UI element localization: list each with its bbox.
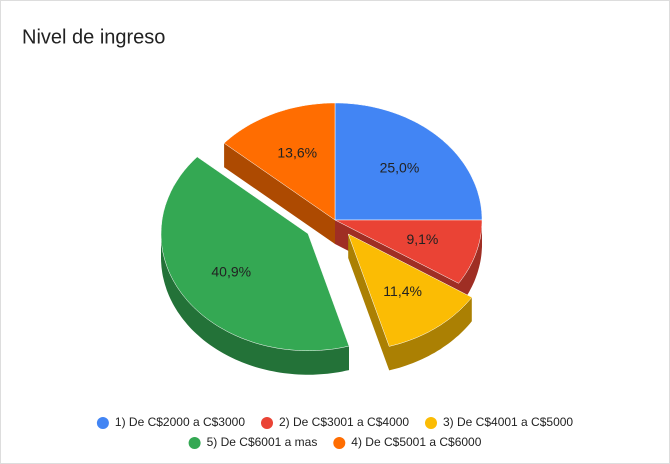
data-label: 40,9% bbox=[211, 263, 251, 279]
data-label: 25,0% bbox=[380, 159, 420, 175]
legend-label: 4) De C$5001 a C$6000 bbox=[351, 435, 481, 449]
legend-marker bbox=[425, 417, 437, 429]
slice bbox=[347, 233, 473, 347]
pie: 25,0% 9,1% 11,4% 40,9% 13,6% bbox=[160, 102, 483, 375]
slice bbox=[223, 102, 336, 221]
legend-item: 5) De C$6001 a mas bbox=[188, 435, 318, 449]
data-label: 9,1% bbox=[406, 231, 438, 247]
legend-label: 3) De C$4001 a C$5000 bbox=[443, 415, 573, 429]
chart-title: Nivel de ingreso bbox=[22, 26, 165, 48]
legend-item: 1) De C$2000 a C$3000 bbox=[96, 415, 245, 429]
slice bbox=[334, 102, 483, 221]
slice bbox=[334, 219, 483, 284]
legend-item: 3) De C$4001 a C$5000 bbox=[425, 415, 573, 429]
data-label: 13,6% bbox=[277, 145, 317, 161]
legend-label: 2) De C$3001 a C$4000 bbox=[279, 415, 409, 429]
legend-marker bbox=[188, 437, 201, 449]
legend-marker bbox=[96, 417, 109, 429]
data-label: 11,4% bbox=[383, 283, 422, 299]
legend-item: 2) De C$3001 a C$4000 bbox=[261, 415, 409, 429]
slice bbox=[160, 156, 350, 351]
legend: 1) De C$2000 a C$3000 2) De C$3001 a C$40… bbox=[96, 415, 573, 449]
legend-label: 1) De C$2000 a C$3000 bbox=[115, 415, 245, 429]
legend-marker bbox=[261, 417, 273, 429]
legend-marker bbox=[333, 437, 346, 449]
legend-item: 4) De C$5001 a C$6000 bbox=[333, 435, 482, 449]
legend-label: 5) De C$6001 a mas bbox=[207, 435, 318, 449]
